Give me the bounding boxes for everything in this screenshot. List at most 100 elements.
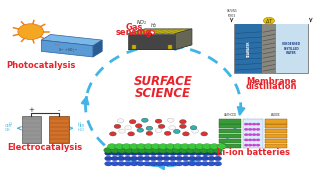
Text: sensing: sensing	[116, 28, 152, 37]
Circle shape	[214, 151, 222, 156]
Circle shape	[115, 144, 124, 149]
Circle shape	[244, 139, 248, 141]
Circle shape	[156, 161, 163, 166]
Circle shape	[256, 133, 260, 136]
Circle shape	[124, 151, 131, 156]
Polygon shape	[175, 29, 192, 50]
Bar	[219, 139, 241, 143]
Circle shape	[111, 147, 120, 153]
Circle shape	[122, 144, 131, 149]
Bar	[234, 24, 308, 73]
Circle shape	[138, 147, 147, 153]
Polygon shape	[169, 30, 186, 33]
Circle shape	[179, 120, 186, 124]
Circle shape	[137, 128, 143, 132]
Bar	[265, 119, 287, 124]
Circle shape	[114, 124, 121, 129]
Circle shape	[131, 156, 138, 161]
Circle shape	[214, 161, 222, 166]
Circle shape	[149, 31, 155, 34]
Text: SEAWATER: SEAWATER	[246, 40, 251, 57]
Circle shape	[201, 132, 208, 136]
Circle shape	[190, 126, 197, 130]
Text: OH⁻: OH⁻	[5, 128, 12, 132]
Circle shape	[164, 131, 171, 135]
Circle shape	[188, 151, 196, 156]
Text: +: +	[28, 108, 34, 113]
Bar	[49, 116, 69, 143]
Text: -: -	[58, 108, 60, 113]
Bar	[262, 24, 276, 73]
Circle shape	[179, 147, 188, 153]
Circle shape	[143, 151, 151, 156]
Polygon shape	[145, 30, 162, 33]
Circle shape	[158, 124, 165, 129]
Circle shape	[166, 144, 175, 149]
Text: ANODE: ANODE	[271, 113, 281, 117]
Circle shape	[143, 156, 151, 161]
Circle shape	[169, 126, 176, 130]
Circle shape	[169, 156, 176, 161]
Circle shape	[145, 147, 154, 153]
Polygon shape	[41, 40, 93, 57]
Circle shape	[118, 129, 125, 133]
Text: $S^{2+}+SO_4^{2-}$: $S^{2+}+SO_4^{2-}$	[58, 47, 78, 55]
Circle shape	[118, 151, 125, 156]
Text: O₂: O₂	[8, 122, 12, 125]
Circle shape	[182, 151, 189, 156]
Circle shape	[131, 161, 138, 166]
Circle shape	[131, 147, 140, 153]
Circle shape	[111, 161, 118, 166]
Circle shape	[117, 119, 124, 123]
Text: distillation: distillation	[246, 82, 297, 91]
Text: CATHODE: CATHODE	[224, 113, 237, 117]
Circle shape	[201, 161, 209, 166]
Circle shape	[252, 139, 256, 141]
Circle shape	[244, 144, 248, 146]
Circle shape	[143, 161, 151, 166]
Bar	[276, 24, 308, 73]
Circle shape	[244, 128, 248, 131]
Bar	[132, 45, 136, 49]
Circle shape	[165, 147, 174, 153]
Bar	[265, 134, 287, 138]
Bar	[219, 119, 241, 124]
Circle shape	[208, 161, 215, 166]
Circle shape	[176, 151, 183, 156]
Circle shape	[201, 156, 209, 161]
Bar	[235, 24, 262, 73]
Circle shape	[192, 129, 198, 133]
Polygon shape	[157, 30, 174, 33]
Circle shape	[182, 156, 189, 161]
Circle shape	[244, 133, 248, 136]
Circle shape	[248, 128, 252, 131]
Bar	[219, 144, 241, 148]
Circle shape	[169, 161, 176, 166]
Circle shape	[152, 147, 161, 153]
Circle shape	[144, 144, 153, 149]
Circle shape	[256, 128, 260, 131]
Polygon shape	[163, 30, 180, 33]
Circle shape	[155, 129, 162, 133]
Circle shape	[118, 161, 125, 166]
Text: $\Delta T$: $\Delta T$	[265, 17, 273, 25]
Circle shape	[156, 156, 163, 161]
Circle shape	[256, 123, 260, 125]
Circle shape	[244, 123, 248, 125]
Circle shape	[105, 151, 112, 156]
Bar	[168, 45, 172, 49]
Circle shape	[188, 156, 196, 161]
Circle shape	[195, 151, 202, 156]
Circle shape	[104, 147, 113, 153]
Bar	[265, 144, 287, 148]
Circle shape	[146, 126, 153, 130]
Circle shape	[167, 118, 174, 122]
Text: CONDENSED
DISTILLED
WATER: CONDENSED DISTILLED WATER	[282, 42, 301, 55]
Circle shape	[148, 33, 152, 35]
Polygon shape	[41, 34, 102, 46]
Text: Li-ion batteries: Li-ion batteries	[216, 148, 289, 157]
Text: Membrane: Membrane	[246, 77, 296, 86]
Circle shape	[137, 156, 144, 161]
Circle shape	[252, 128, 256, 131]
Circle shape	[129, 120, 136, 124]
